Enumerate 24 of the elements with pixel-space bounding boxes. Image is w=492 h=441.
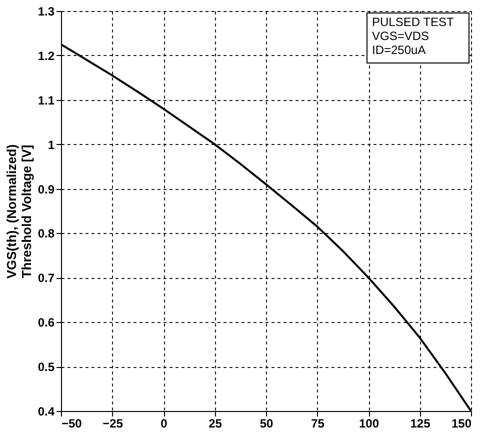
- y-tick-label: 1.2: [38, 48, 55, 63]
- y-tick-label: 0.8: [38, 226, 55, 241]
- x-tick-label: −50: [62, 416, 82, 430]
- annotation: ID=250uA: [372, 43, 426, 57]
- x-tick-label: 100: [358, 416, 380, 430]
- x-tick-label: 125: [410, 416, 431, 430]
- text: Threshold Voltage [V]: [18, 144, 34, 278]
- y-tick-label: 0.5: [38, 360, 55, 374]
- y-tick-label: 1: [48, 138, 55, 152]
- x-tick-label: 0: [160, 416, 168, 430]
- y-tick-label: 1.3: [38, 4, 55, 18]
- x-tick-label: 150: [451, 416, 472, 430]
- annotation: VGS=VDS: [372, 29, 430, 43]
- annotation: PULSED TEST: [372, 15, 454, 29]
- y-tick-label: 1.1: [38, 93, 55, 108]
- x-tick-label: −25: [102, 416, 124, 430]
- y-tick-label: 0.9: [38, 182, 55, 196]
- y-tick-label: 0.6: [38, 316, 55, 330]
- x-tick-label: 25: [208, 416, 222, 430]
- x-tick-label: 50: [260, 416, 274, 430]
- y-tick-label: 0.4: [38, 404, 55, 418]
- text: VGS(th), (Normalized): [4, 144, 19, 279]
- y-tick-label: 0.7: [38, 271, 55, 286]
- x-tick-label: 75: [311, 416, 325, 430]
